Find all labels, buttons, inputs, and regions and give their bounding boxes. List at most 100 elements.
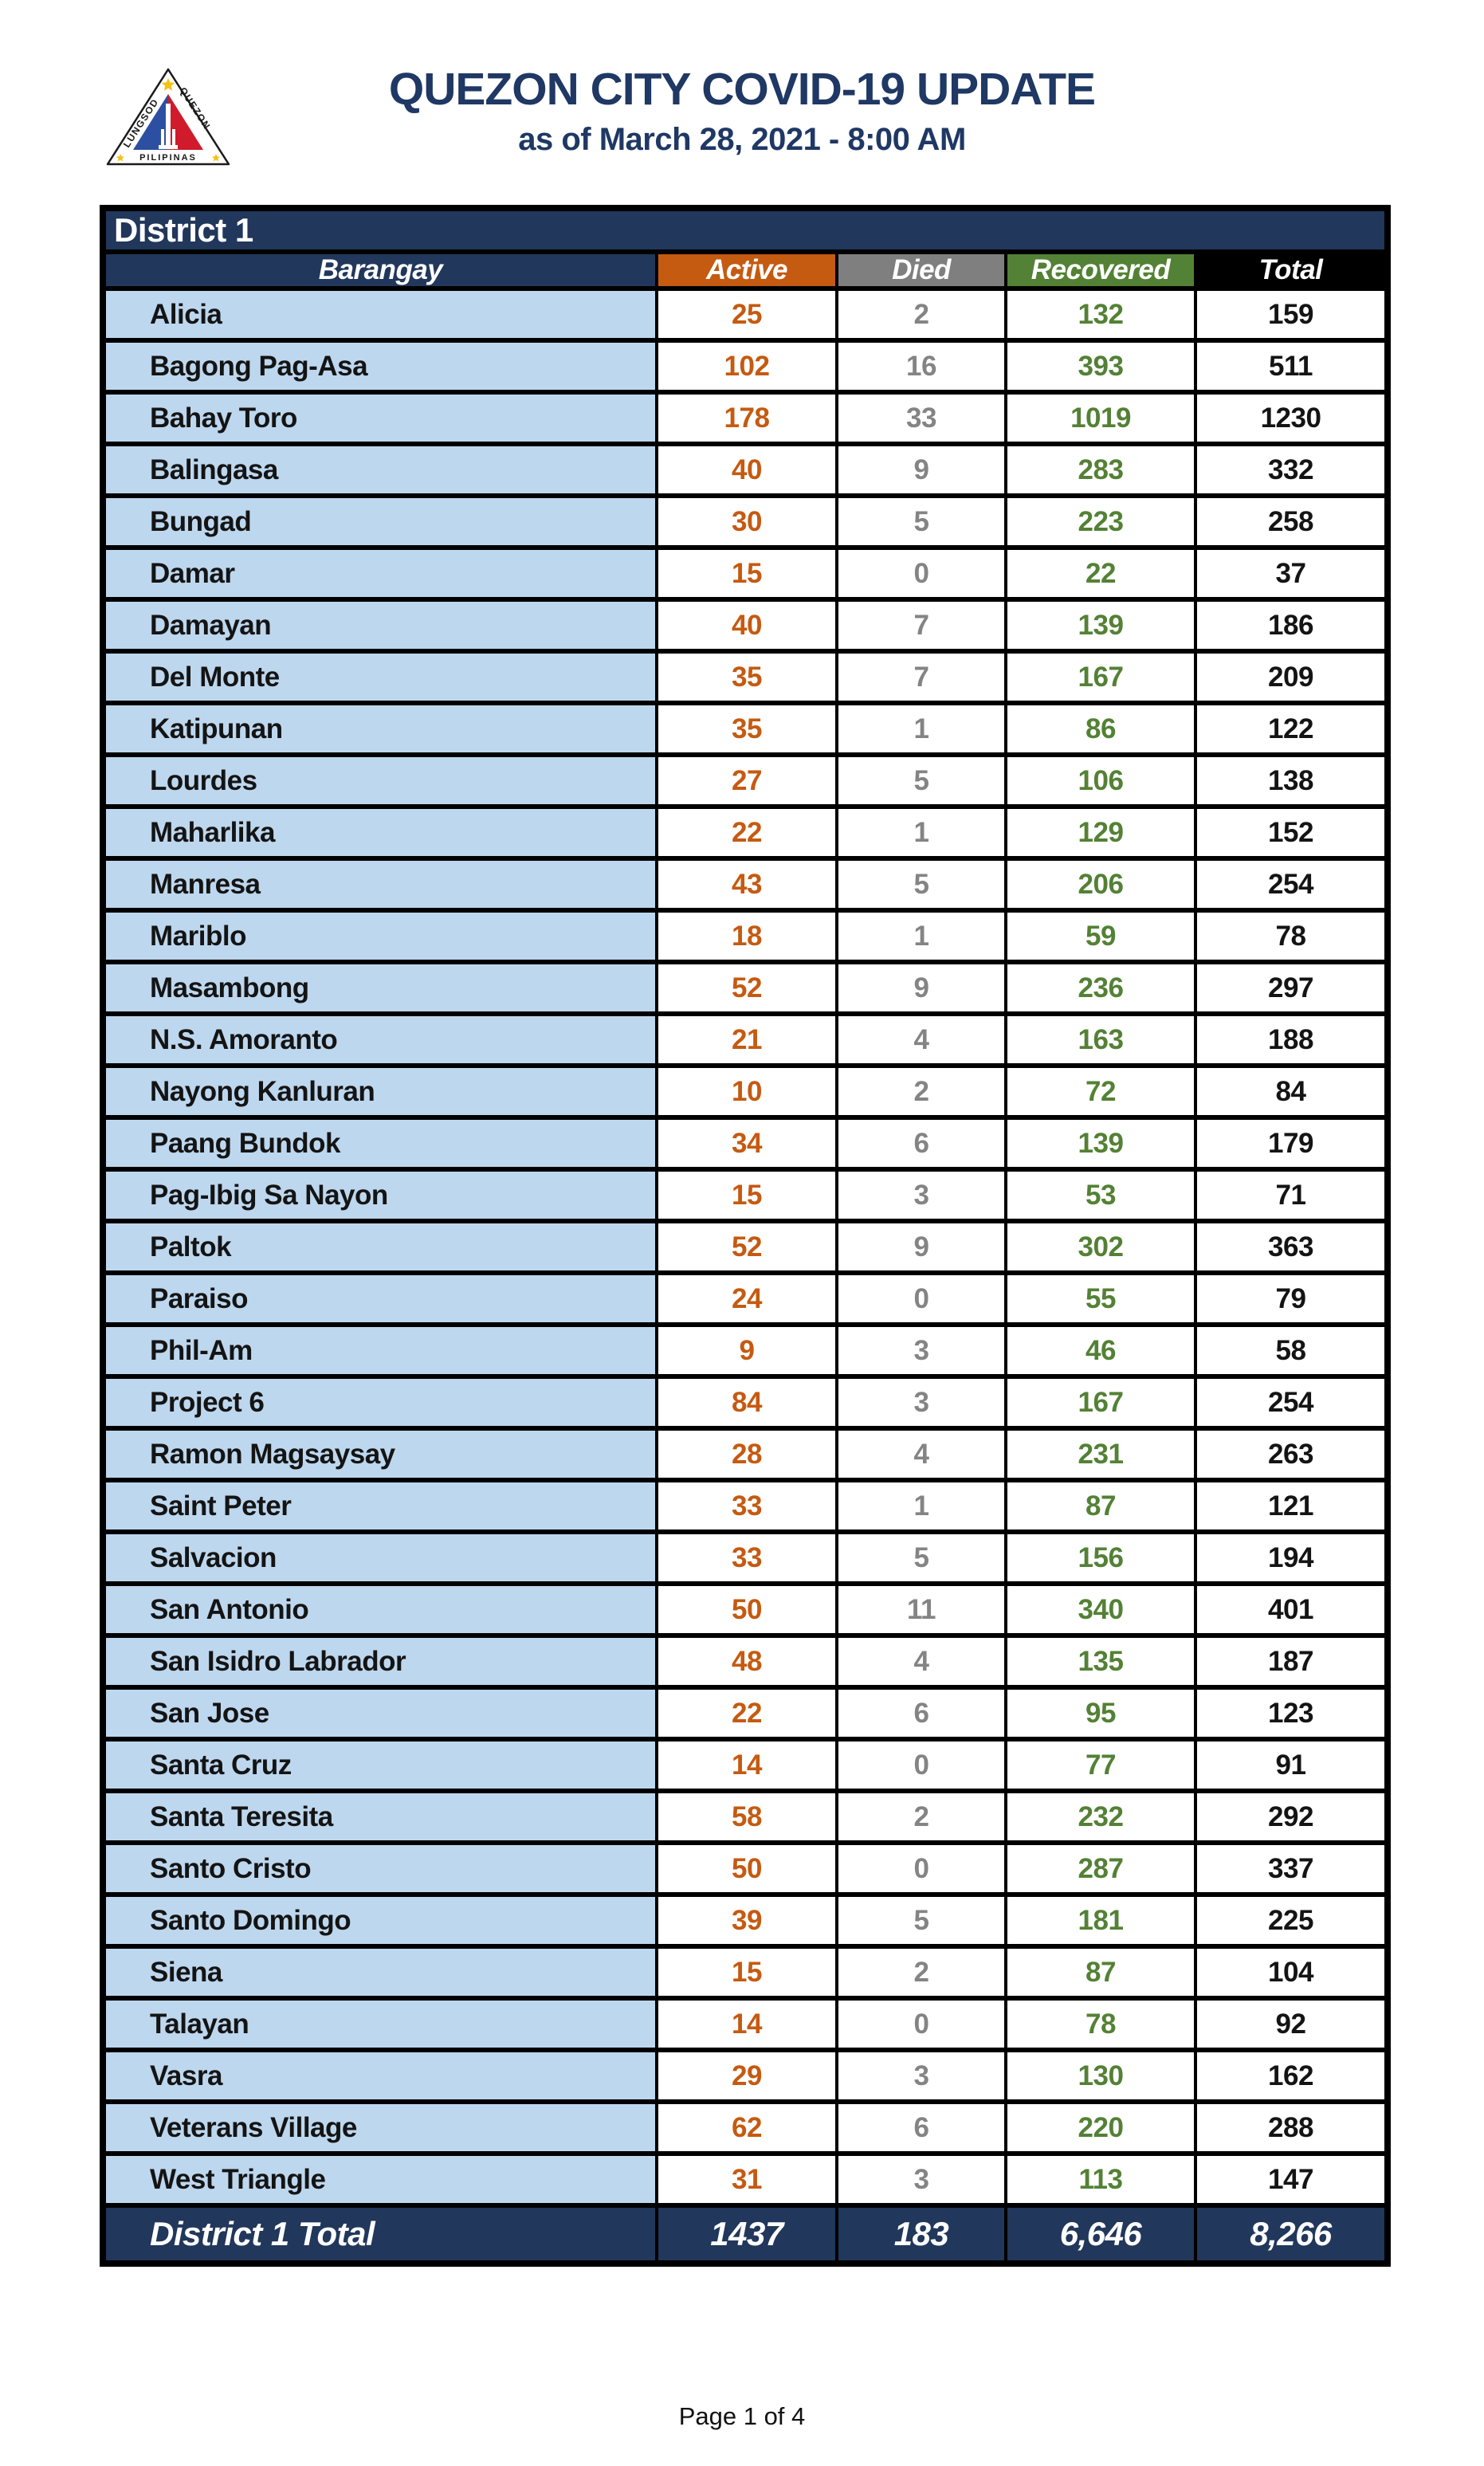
recovered-count-cell: 46: [1004, 1322, 1197, 1379]
total-count-cell: 254: [1194, 856, 1389, 913]
table-row: Bungad 30 5 223 258: [101, 493, 1389, 550]
total-count-cell: 188: [1194, 1011, 1389, 1068]
active-count-cell: 178: [655, 390, 838, 446]
recovered-count-cell: 77: [1004, 1737, 1197, 1793]
active-count-cell: 10: [655, 1063, 838, 1120]
barangay-name-cell: San Isidro Labrador: [101, 1633, 658, 1690]
table-row: Saint Peter 33 1 87 121: [101, 1478, 1389, 1534]
table-row: Masambong 52 9 236 297: [101, 960, 1389, 1016]
died-count-cell: 2: [835, 1789, 1007, 1845]
barangay-name-cell: Del Monte: [101, 649, 658, 705]
table-row: San Antonio 50 11 340 401: [101, 1581, 1389, 1638]
active-count-cell: 15: [655, 1167, 838, 1223]
died-count-cell: 4: [835, 1633, 1007, 1690]
district-total-recovered: 6,646: [1004, 2203, 1197, 2266]
barangay-name-cell: Saint Peter: [101, 1478, 658, 1534]
recovered-count-cell: 86: [1004, 701, 1197, 757]
died-count-cell: 2: [835, 1944, 1007, 2001]
active-count-cell: 40: [655, 442, 838, 498]
recovered-count-cell: 393: [1004, 338, 1197, 395]
total-count-cell: 332: [1194, 442, 1389, 498]
district-total-died: 183: [835, 2203, 1007, 2266]
recovered-count-cell: 167: [1004, 1374, 1197, 1431]
district-total-label: District 1 Total: [101, 2203, 658, 2266]
died-count-cell: 0: [835, 1270, 1007, 1327]
recovered-count-cell: 220: [1004, 2099, 1197, 2156]
total-count-cell: 194: [1194, 1529, 1389, 1586]
barangay-name-cell: Phil-Am: [101, 1322, 658, 1379]
table-row: Damayan 40 7 139 186: [101, 597, 1389, 654]
active-count-cell: 25: [655, 286, 838, 343]
column-header-recovered: Recovered: [1004, 249, 1197, 291]
died-count-cell: 0: [835, 545, 1007, 602]
table-row: Del Monte 35 7 167 209: [101, 649, 1389, 705]
column-header-active: Active: [655, 249, 838, 291]
total-count-cell: 84: [1194, 1063, 1389, 1120]
barangay-name-cell: Alicia: [101, 286, 658, 343]
total-count-cell: 159: [1194, 286, 1389, 343]
recovered-count-cell: 181: [1004, 1892, 1197, 1949]
recovered-count-cell: 106: [1004, 752, 1197, 809]
active-count-cell: 9: [655, 1322, 838, 1379]
active-count-cell: 39: [655, 1892, 838, 1949]
total-count-cell: 292: [1194, 1789, 1389, 1845]
active-count-cell: 31: [655, 2151, 838, 2208]
total-count-cell: 187: [1194, 1633, 1389, 1690]
recovered-count-cell: 72: [1004, 1063, 1197, 1120]
active-count-cell: 35: [655, 701, 838, 757]
active-count-cell: 14: [655, 1737, 838, 1793]
total-count-cell: 91: [1194, 1737, 1389, 1793]
active-count-cell: 50: [655, 1840, 838, 1897]
barangay-name-cell: Santo Domingo: [101, 1892, 658, 1949]
active-count-cell: 27: [655, 752, 838, 809]
recovered-count-cell: 206: [1004, 856, 1197, 913]
recovered-count-cell: 113: [1004, 2151, 1197, 2208]
recovered-count-cell: 130: [1004, 2048, 1197, 2104]
table-row: Pag-Ibig Sa Nayon 15 3 53 71: [101, 1167, 1389, 1223]
total-count-cell: 78: [1194, 908, 1389, 964]
died-count-cell: 1: [835, 1478, 1007, 1534]
active-count-cell: 29: [655, 2048, 838, 2104]
died-count-cell: 0: [835, 1996, 1007, 2052]
barangay-name-cell: San Antonio: [101, 1581, 658, 1638]
total-count-cell: 511: [1194, 338, 1389, 395]
total-count-cell: 209: [1194, 649, 1389, 705]
total-count-cell: 104: [1194, 1944, 1389, 2001]
recovered-count-cell: 55: [1004, 1270, 1197, 1327]
barangay-name-cell: Balingasa: [101, 442, 658, 498]
barangay-name-cell: Vasra: [101, 2048, 658, 2104]
recovered-count-cell: 87: [1004, 1944, 1197, 2001]
total-count-cell: 92: [1194, 1996, 1389, 2052]
barangay-name-cell: Talayan: [101, 1996, 658, 2052]
active-count-cell: 58: [655, 1789, 838, 1845]
table-row: Bahay Toro 178 33 1019 1230: [101, 390, 1389, 446]
table-row: Santo Domingo 39 5 181 225: [101, 1892, 1389, 1949]
district-total-row: District 1 Total 1437 183 6,646 8,266: [101, 2203, 1389, 2266]
total-count-cell: 123: [1194, 1685, 1389, 1742]
table-row: Veterans Village 62 6 220 288: [101, 2099, 1389, 2156]
died-count-cell: 6: [835, 1115, 1007, 1172]
barangay-name-cell: Ramon Magsaysay: [101, 1426, 658, 1482]
total-count-cell: 138: [1194, 752, 1389, 809]
recovered-count-cell: 167: [1004, 649, 1197, 705]
total-count-cell: 254: [1194, 1374, 1389, 1431]
recovered-count-cell: 22: [1004, 545, 1197, 602]
active-count-cell: 30: [655, 493, 838, 550]
table-row: Katipunan 35 1 86 122: [101, 701, 1389, 757]
barangay-name-cell: Bagong Pag-Asa: [101, 338, 658, 395]
table-row: Alicia 25 2 132 159: [101, 286, 1389, 343]
quezon-city-seal-logo: LUNGSOD QUEZON PILIPINAS: [106, 68, 230, 166]
total-count-cell: 186: [1194, 597, 1389, 654]
table-row: Santo Cristo 50 0 287 337: [101, 1840, 1389, 1897]
seal-top-star-icon: [161, 78, 175, 91]
active-count-cell: 15: [655, 545, 838, 602]
barangay-name-cell: Maharlika: [101, 804, 658, 861]
active-count-cell: 33: [655, 1478, 838, 1534]
died-count-cell: 0: [835, 1840, 1007, 1897]
recovered-count-cell: 87: [1004, 1478, 1197, 1534]
active-count-cell: 24: [655, 1270, 838, 1327]
active-count-cell: 50: [655, 1581, 838, 1638]
barangay-name-cell: Veterans Village: [101, 2099, 658, 2156]
barangay-name-cell: Salvacion: [101, 1529, 658, 1586]
